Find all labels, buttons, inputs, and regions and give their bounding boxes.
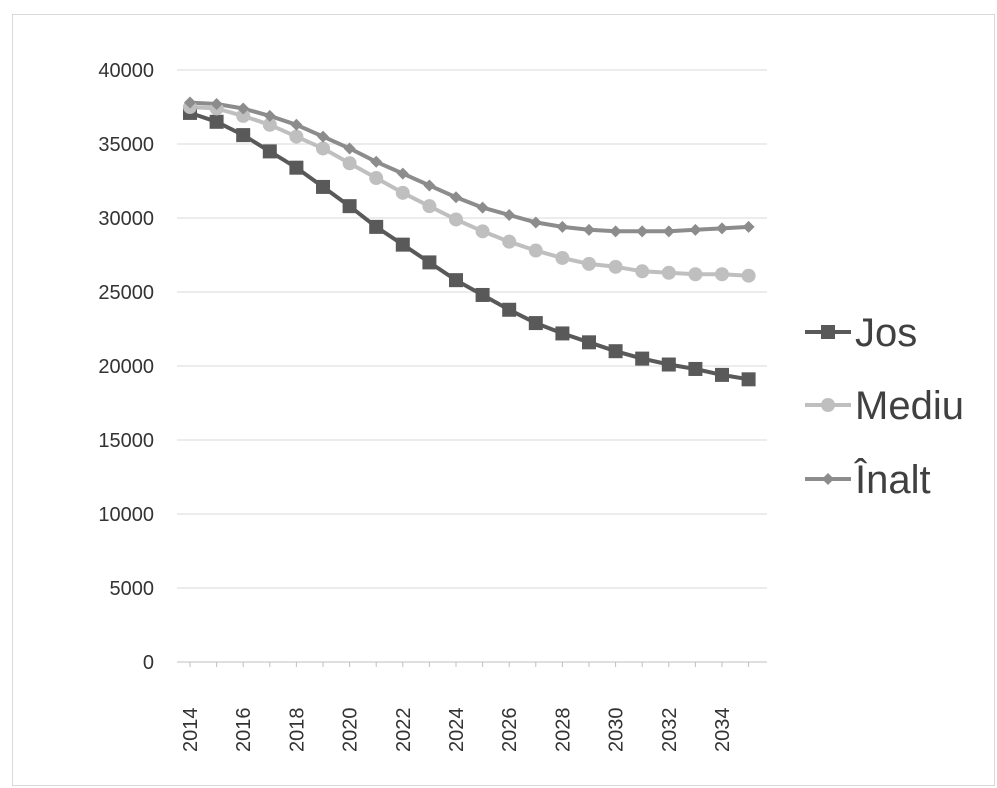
- data-point: [662, 266, 676, 280]
- data-point: [635, 352, 649, 366]
- data-point: [422, 199, 436, 213]
- x-tick-label: 2030: [606, 708, 628, 753]
- y-tick-label: 30000: [98, 208, 154, 230]
- data-point: [422, 255, 436, 269]
- data-point: [369, 171, 383, 185]
- data-point: [688, 362, 702, 376]
- x-tick-label: 2022: [393, 708, 415, 753]
- data-point: [742, 269, 756, 283]
- data-point: [610, 225, 622, 237]
- data-point: [662, 358, 676, 372]
- legend-item: Înalt: [805, 457, 931, 502]
- data-point: [503, 209, 515, 221]
- x-tick-label: 2018: [286, 708, 308, 753]
- data-point: [555, 251, 569, 265]
- data-point: [290, 119, 302, 131]
- data-point: [743, 221, 755, 233]
- x-axis: 2014 2016 2018 2020 2022 2024 2026 2028 2030 2032…: [180, 662, 749, 752]
- legend-item: Mediu: [805, 384, 964, 428]
- data-point: [343, 156, 357, 170]
- y-tick-label: 40000: [98, 60, 154, 82]
- data-point: [263, 144, 277, 158]
- data-point: [317, 131, 329, 143]
- data-point: [688, 267, 702, 281]
- data-point: [502, 303, 516, 317]
- data-point: [476, 224, 490, 238]
- data-point: [716, 222, 728, 234]
- data-point: [449, 273, 463, 287]
- data-point: [529, 316, 543, 330]
- data-point: [635, 264, 649, 278]
- data-point: [715, 368, 729, 382]
- legend-marker: [821, 398, 835, 412]
- data-point: [289, 161, 303, 175]
- data-point: [555, 326, 569, 340]
- data-point: [396, 186, 410, 200]
- data-point: [582, 335, 596, 349]
- data-point: [449, 212, 463, 226]
- data-point: [742, 372, 756, 386]
- y-tick-label: 10000: [98, 504, 154, 526]
- y-tick-label: 20000: [98, 356, 154, 378]
- data-point: [556, 221, 568, 233]
- y-tick-label: 15000: [98, 430, 154, 452]
- data-point: [236, 128, 250, 142]
- data-point: [477, 202, 489, 214]
- data-point: [529, 244, 543, 258]
- data-point: [210, 115, 224, 129]
- x-tick-label: 2020: [340, 708, 362, 753]
- legend-label: Înalt: [854, 457, 931, 502]
- y-tick-label: 0: [143, 652, 154, 674]
- x-tick-label: 2024: [446, 708, 468, 753]
- data-point: [316, 180, 330, 194]
- x-tick-label: 2028: [552, 708, 574, 753]
- data-point: [476, 288, 490, 302]
- data-point: [583, 224, 595, 236]
- data-point: [689, 224, 701, 236]
- x-tick-label: 2016: [233, 708, 255, 753]
- data-point: [450, 191, 462, 203]
- legend-marker: [822, 473, 834, 485]
- y-tick-label: 25000: [98, 282, 154, 304]
- data-point: [663, 225, 675, 237]
- x-tick-label: 2026: [499, 708, 521, 753]
- data-point: [609, 344, 623, 358]
- y-axis-tick-labels: 0 5000 10000 15000 20000 25000 30000 35000 40000: [98, 60, 154, 674]
- data-point: [316, 141, 330, 155]
- data-point: [397, 168, 409, 180]
- data-point: [343, 199, 357, 213]
- legend-item: Jos: [805, 311, 917, 355]
- data-point: [396, 238, 410, 252]
- data-point: [369, 220, 383, 234]
- data-point: [582, 257, 596, 271]
- series-markers: [183, 97, 756, 387]
- legend: Jos Mediu Înalt: [805, 311, 964, 502]
- x-tick-label: 2014: [180, 708, 202, 753]
- legend-label: Mediu: [855, 384, 964, 428]
- data-point: [636, 225, 648, 237]
- x-tick-label: 2034: [712, 708, 734, 753]
- data-point: [502, 235, 516, 249]
- data-point: [715, 267, 729, 281]
- y-tick-label: 5000: [110, 578, 155, 600]
- legend-label: Jos: [855, 311, 917, 355]
- data-point: [289, 130, 303, 144]
- data-point: [609, 260, 623, 274]
- y-tick-label: 35000: [98, 134, 154, 156]
- x-tick-label: 2032: [659, 708, 681, 753]
- legend-marker: [821, 325, 835, 339]
- data-point: [423, 179, 435, 191]
- series-line-mediu: [190, 107, 749, 276]
